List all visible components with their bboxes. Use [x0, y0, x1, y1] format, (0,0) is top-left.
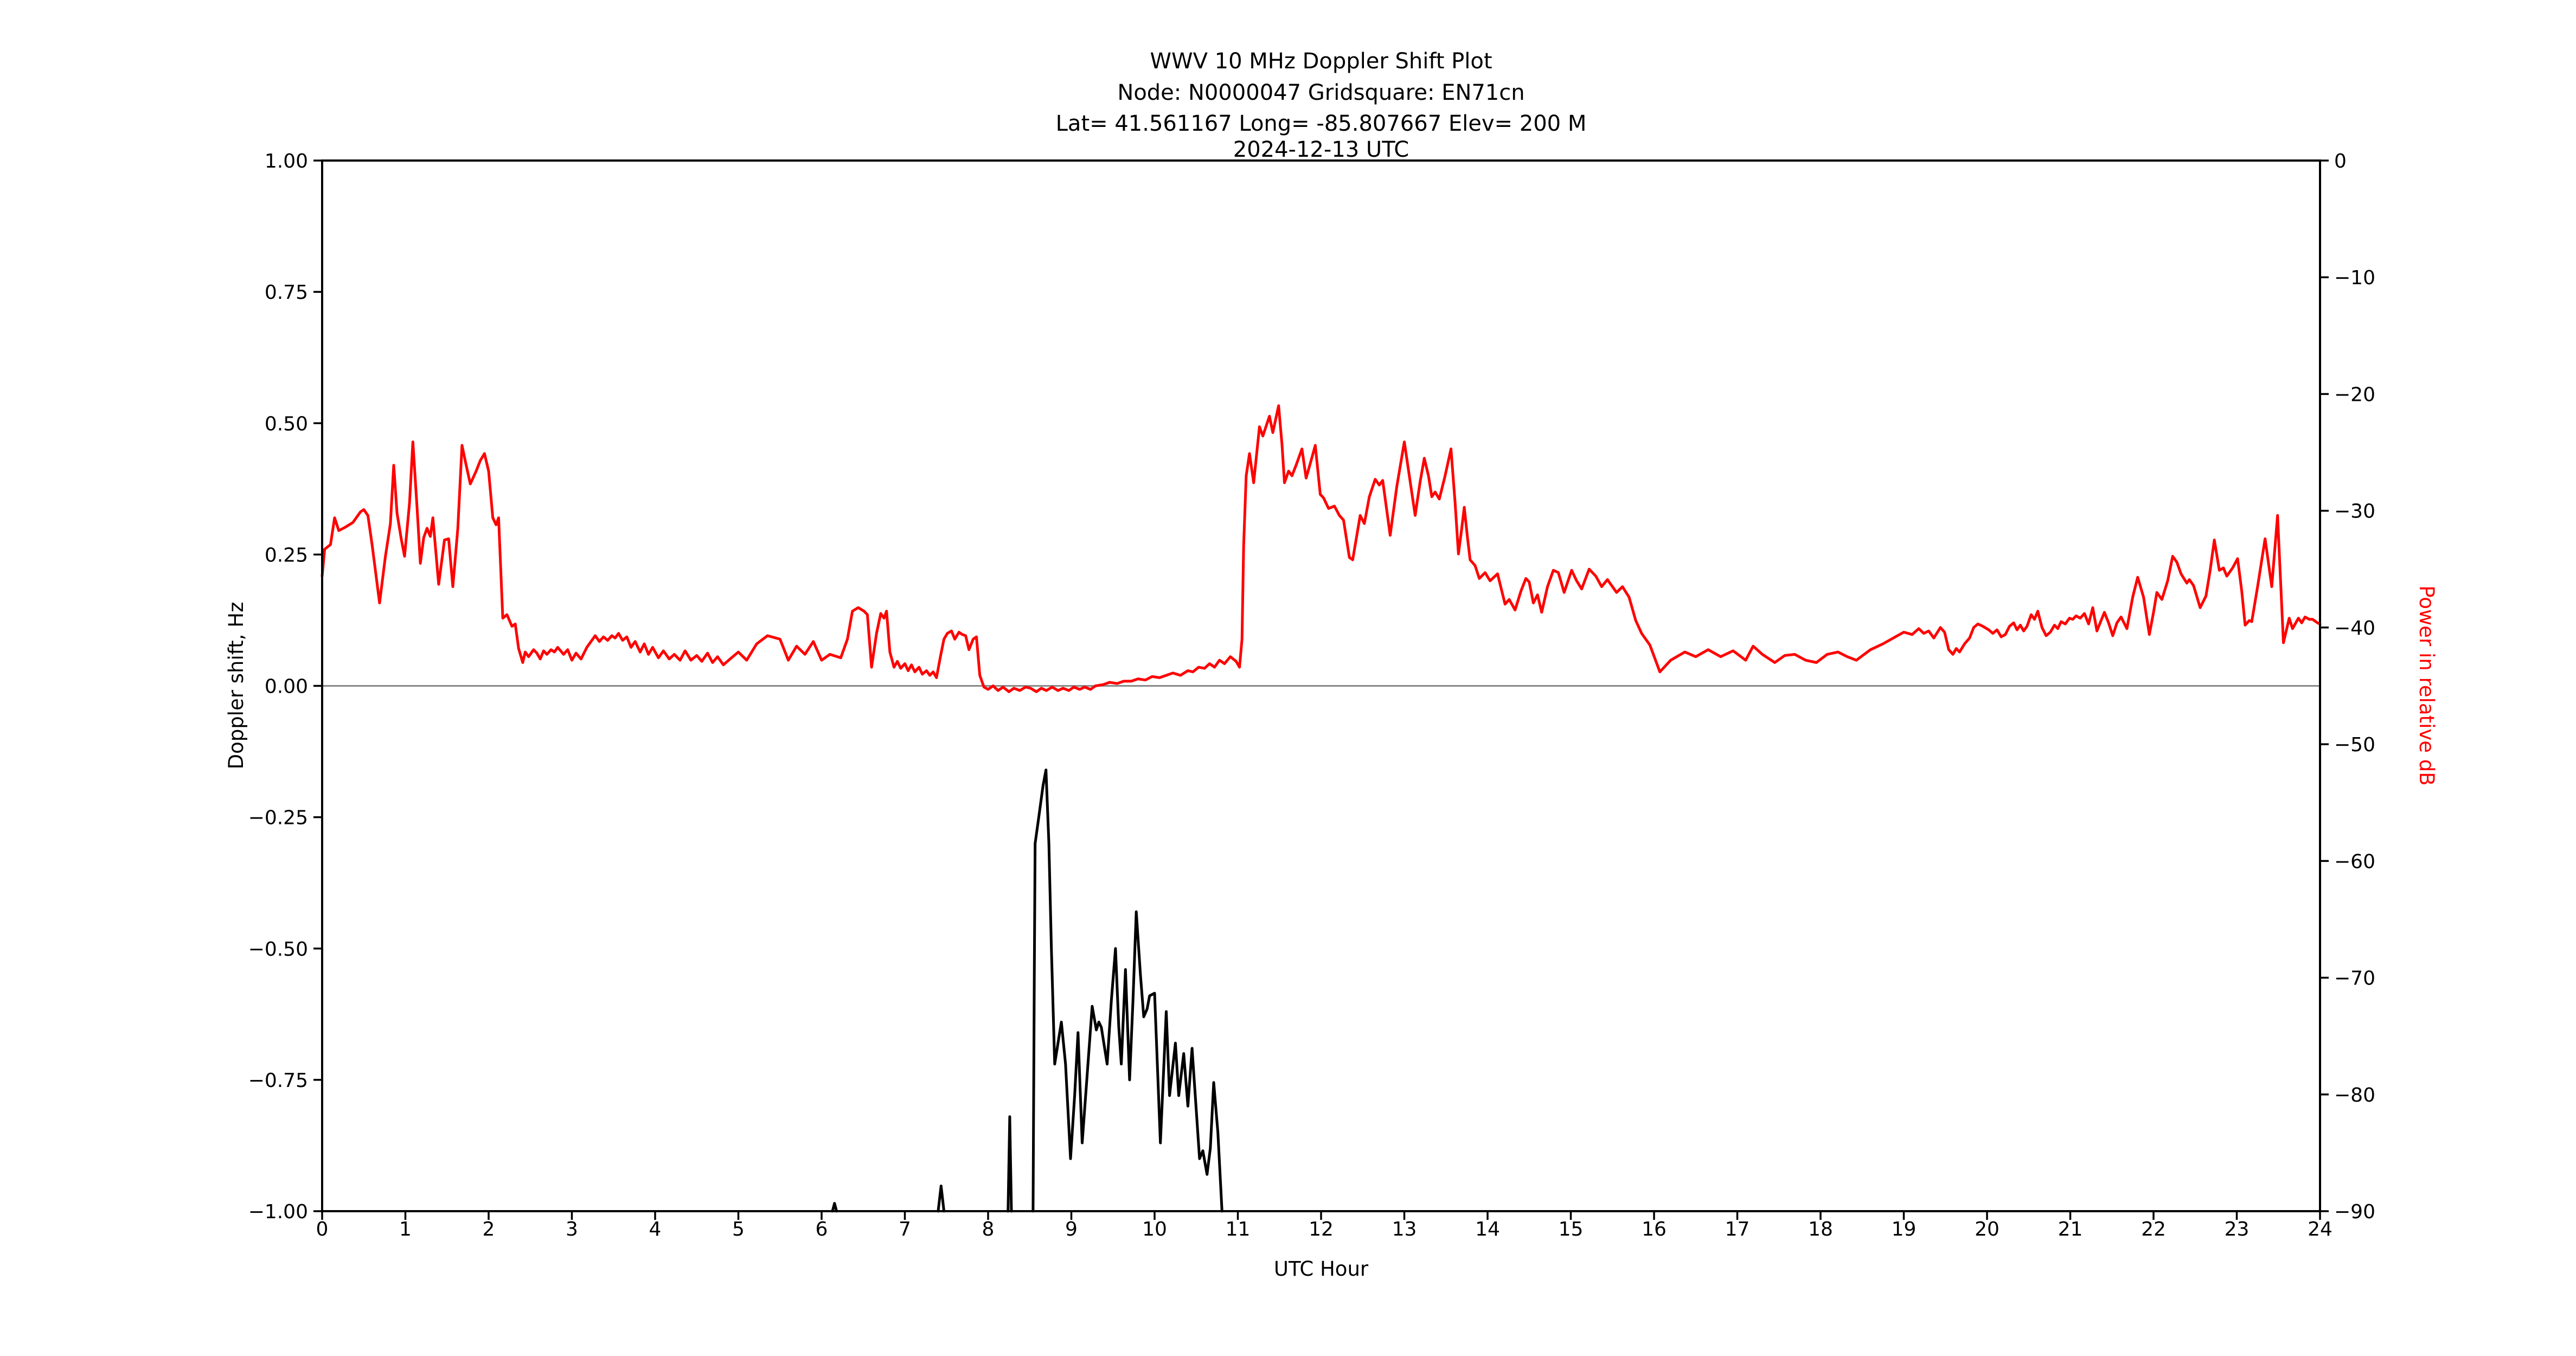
- x-axis-label: UTC Hour: [1274, 1257, 1369, 1281]
- x-axis-tick-label: 13: [1392, 1218, 1417, 1240]
- y-axis-left-tick-label: 0.75: [265, 282, 308, 304]
- x-axis-tick-label: 1: [399, 1218, 412, 1240]
- y-axis-left-tick-label: 1.00: [265, 150, 308, 172]
- x-axis-tick-label: 18: [1808, 1218, 1833, 1240]
- y-axis-right-tick-label: −90: [2334, 1201, 2375, 1223]
- y-axis-left-tick-label: 0.00: [265, 676, 308, 698]
- y-axis-right-tick-label: −80: [2334, 1084, 2375, 1106]
- x-axis-tick-label: 15: [1559, 1218, 1584, 1240]
- chart-title-line-2: Node: N0000047 Gridsquare: EN71cn: [1117, 80, 1524, 105]
- x-axis-tick-label: 20: [1975, 1218, 2000, 1240]
- y-axis-label-left: Doppler shift, Hz: [225, 602, 248, 770]
- doppler-series-line: [1007, 1115, 1013, 1213]
- x-axis-tick-label: 10: [1142, 1218, 1167, 1240]
- y-axis-right-tick-label: −20: [2334, 383, 2375, 406]
- y-axis-left-tick-label: −0.50: [248, 938, 308, 961]
- x-axis-tick-label: 23: [2225, 1218, 2250, 1240]
- doppler-series-line: [1031, 769, 1223, 1213]
- chart-title-line-3: Lat= 41.561167 Long= -85.807667 Elev= 20…: [1056, 111, 1587, 136]
- x-axis-tick-label: 21: [2058, 1218, 2083, 1240]
- x-axis-tick-label: 3: [566, 1218, 578, 1240]
- x-axis-tick-label: 7: [899, 1218, 911, 1240]
- x-axis-tick-label: 24: [2308, 1218, 2333, 1240]
- x-axis-tick-label: 4: [649, 1218, 662, 1240]
- x-axis-tick-label: 2: [483, 1218, 495, 1240]
- y-axis-left-tick-label: −0.25: [248, 807, 308, 829]
- y-axis-left-tick-label: −0.75: [248, 1070, 308, 1092]
- x-axis-tick-label: 9: [1065, 1218, 1078, 1240]
- doppler-series-line: [937, 1185, 946, 1213]
- y-axis-right-tick-label: −60: [2334, 850, 2375, 873]
- plot-area: 0 1 2 3 4 5 6 7 8 9 10 11 12 13 14 15 16 17 18 19 20 21 22 23 24…: [248, 150, 2375, 1240]
- y-axis-right-tick-label: −40: [2334, 617, 2375, 639]
- y-axis-right-tick-label: 0: [2334, 150, 2347, 172]
- x-axis-tick-label: 14: [1475, 1218, 1500, 1240]
- chart-title-line-4: 2024-12-13 UTC: [1233, 137, 1409, 162]
- x-axis-tick-label: 22: [2141, 1218, 2166, 1240]
- x-axis-tick-label: 19: [1892, 1218, 1917, 1240]
- chart-title: WWV 10 MHz Doppler Shift Plot Node: N000…: [1056, 49, 1587, 162]
- y-axis-label-right: Power in relative dB: [2415, 585, 2438, 785]
- y-axis-right-tick-label: −50: [2334, 734, 2375, 756]
- y-axis-right-tick-label: −10: [2334, 267, 2375, 289]
- x-axis-tick-label: 16: [1642, 1218, 1667, 1240]
- y-axis-left-tick-label: 0.25: [265, 544, 308, 566]
- x-axis-tick-label: 12: [1309, 1218, 1334, 1240]
- y-axis-right-tick-label: −70: [2334, 968, 2375, 990]
- power-series-line: [321, 404, 2322, 693]
- chart-title-line-1: WWV 10 MHz Doppler Shift Plot: [1150, 49, 1492, 74]
- y-axis-left-tick-label: −1.00: [248, 1201, 308, 1223]
- x-axis-tick-label: 8: [982, 1218, 995, 1240]
- x-axis-tick-label: 5: [732, 1218, 745, 1240]
- y-axis-right-tick-label: −30: [2334, 501, 2375, 523]
- y-axis-left-tick-label: 0.50: [265, 413, 308, 435]
- x-axis-tick-label: 6: [816, 1218, 828, 1240]
- doppler-series-line: [831, 1202, 838, 1213]
- x-axis-tick-label: 17: [1725, 1218, 1750, 1240]
- x-axis-tick-label: 11: [1226, 1218, 1251, 1240]
- x-axis-tick-label: 0: [316, 1218, 329, 1240]
